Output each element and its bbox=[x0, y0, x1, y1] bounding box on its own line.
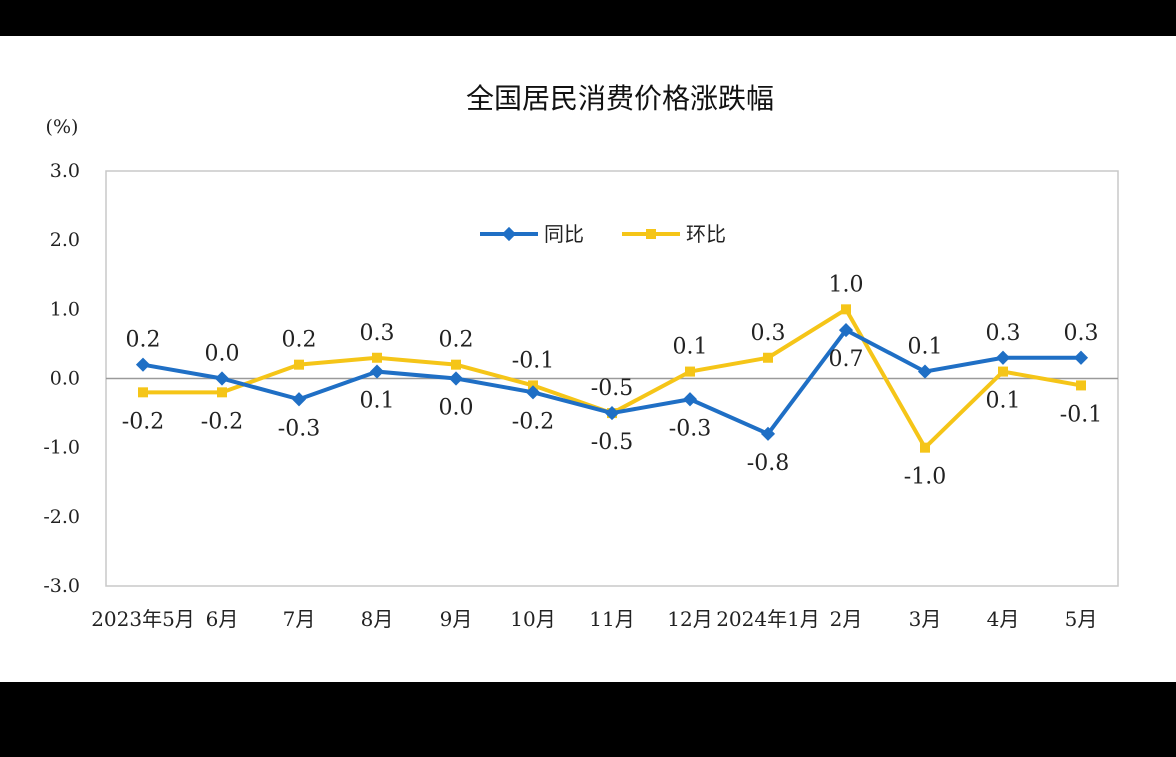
data-label-yoy: 0.0 bbox=[205, 342, 240, 367]
data-point-yoy bbox=[995, 350, 1011, 365]
data-point-yoy bbox=[448, 371, 464, 386]
data-label-mom: -0.1 bbox=[1060, 402, 1102, 427]
data-point-mom bbox=[685, 366, 695, 377]
data-point-yoy bbox=[214, 371, 230, 386]
data-label-yoy: -0.2 bbox=[512, 409, 554, 434]
chart-canvas: 全国居民消费价格涨跌幅 (%) 3.0 2.0 1.0 0.0 -1.0 -2.0 -3.0… bbox=[0, 36, 1176, 682]
data-point-yoy bbox=[1073, 350, 1089, 365]
data-label-mom: 0.3 bbox=[751, 321, 786, 346]
chart-svg: 全国居民消费价格涨跌幅 (%) 3.0 2.0 1.0 0.0 -1.0 -2.0 -3.0… bbox=[43, 82, 1119, 631]
y-axis-unit: (%) bbox=[46, 116, 79, 138]
data-label-yoy: 0.0 bbox=[439, 396, 474, 421]
legend-label-yoy: 同比 bbox=[544, 222, 584, 246]
legend-marker-yoy bbox=[501, 226, 517, 242]
legend-label-mom: 环比 bbox=[686, 222, 726, 246]
series-layer bbox=[135, 304, 1089, 453]
data-point-yoy bbox=[604, 406, 620, 421]
x-tick-label: 2024年1月 bbox=[716, 607, 820, 631]
data-label-yoy: -0.8 bbox=[747, 451, 789, 476]
legend-item-mom: 环比 bbox=[622, 222, 726, 246]
data-point-mom bbox=[841, 304, 851, 315]
data-label-mom: 0.2 bbox=[439, 328, 474, 353]
data-point-mom bbox=[998, 366, 1008, 377]
x-axis-ticks: 2023年5月 6月 7月 8月 9月 10月 11月 12月 2024年1月 2月 3月 4月 5月 bbox=[91, 607, 1097, 631]
legend-item-yoy: 同比 bbox=[480, 222, 584, 246]
data-point-yoy bbox=[760, 426, 776, 441]
data-point-mom bbox=[920, 442, 930, 453]
data-label-yoy: -0.3 bbox=[669, 416, 711, 441]
data-label-yoy: 0.1 bbox=[908, 335, 943, 360]
data-point-yoy bbox=[682, 392, 698, 407]
y-axis-ticks: 3.0 2.0 1.0 0.0 -1.0 -2.0 -3.0 bbox=[43, 160, 80, 597]
y-tick-label: 2.0 bbox=[50, 229, 80, 251]
y-tick-label: 3.0 bbox=[50, 160, 80, 182]
data-label-yoy: 0.2 bbox=[126, 328, 161, 353]
x-tick-label: 11月 bbox=[589, 607, 634, 631]
data-point-yoy bbox=[369, 364, 385, 379]
data-point-mom bbox=[372, 352, 382, 363]
data-point-mom bbox=[294, 359, 304, 370]
x-tick-label: 12月 bbox=[667, 607, 712, 631]
data-point-mom bbox=[763, 352, 773, 363]
data-label-yoy: 0.3 bbox=[1064, 321, 1099, 346]
data-label-mom: -0.2 bbox=[201, 409, 243, 434]
data-label-mom: 0.1 bbox=[986, 389, 1021, 414]
data-point-mom bbox=[1076, 380, 1086, 391]
x-tick-label: 2月 bbox=[830, 607, 863, 631]
legend: 同比 环比 bbox=[480, 222, 726, 246]
y-tick-label: -2.0 bbox=[43, 506, 80, 528]
x-tick-label: 10月 bbox=[510, 607, 555, 631]
x-tick-label: 5月 bbox=[1065, 607, 1098, 631]
data-label-mom: -0.1 bbox=[512, 348, 554, 373]
data-point-yoy bbox=[838, 323, 854, 338]
x-tick-label: 8月 bbox=[361, 607, 394, 631]
x-tick-label: 2023年5月 bbox=[91, 607, 195, 631]
chart-title: 全国居民消费价格涨跌幅 bbox=[466, 82, 774, 115]
data-point-yoy bbox=[525, 385, 541, 400]
data-label-yoy: -0.5 bbox=[591, 376, 633, 401]
x-tick-label: 9月 bbox=[440, 607, 473, 631]
legend-marker-mom bbox=[646, 229, 656, 239]
y-tick-label: 1.0 bbox=[50, 298, 80, 320]
x-tick-label: 3月 bbox=[909, 607, 942, 631]
data-label-mom: -0.2 bbox=[122, 409, 164, 434]
data-label-yoy: 0.3 bbox=[986, 321, 1021, 346]
data-point-mom bbox=[138, 387, 148, 398]
data-label-yoy: -0.3 bbox=[278, 416, 320, 441]
data-label-yoy: 0.1 bbox=[360, 389, 395, 414]
data-label-mom: 0.2 bbox=[282, 328, 317, 353]
data-label-yoy: 0.7 bbox=[829, 347, 864, 372]
data-point-yoy bbox=[917, 364, 933, 379]
data-label-mom: 0.1 bbox=[673, 335, 708, 360]
data-point-yoy bbox=[135, 357, 151, 372]
y-tick-label: -3.0 bbox=[43, 575, 80, 597]
data-labels-layer: 0.2 -0.2 0.0 -0.2 0.2 -0.3 0.3 0.1 0.2 0.0 -0.1 -0.… bbox=[122, 272, 1102, 489]
data-label-mom: 1.0 bbox=[829, 272, 864, 297]
x-tick-label: 4月 bbox=[987, 607, 1020, 631]
data-point-yoy bbox=[291, 392, 307, 407]
data-point-mom bbox=[451, 359, 461, 370]
data-label-mom: -1.0 bbox=[904, 465, 946, 490]
y-tick-label: 0.0 bbox=[50, 368, 80, 390]
data-point-mom bbox=[217, 387, 227, 398]
x-tick-label: 7月 bbox=[283, 607, 316, 631]
y-tick-label: -1.0 bbox=[43, 437, 80, 459]
data-label-mom: -0.5 bbox=[591, 430, 633, 455]
x-tick-label: 6月 bbox=[206, 607, 239, 631]
data-label-mom: 0.3 bbox=[360, 321, 395, 346]
